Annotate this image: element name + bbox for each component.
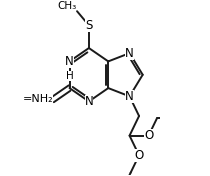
Text: H: H — [66, 71, 73, 81]
Text: S: S — [85, 19, 93, 32]
Text: N: N — [125, 90, 134, 103]
Text: O: O — [134, 149, 144, 162]
Text: CH₃: CH₃ — [58, 1, 77, 11]
Text: =NH₂: =NH₂ — [22, 95, 53, 104]
Text: N: N — [125, 47, 134, 60]
Text: O: O — [144, 129, 153, 142]
Text: N: N — [65, 55, 74, 68]
Text: N: N — [84, 95, 93, 108]
